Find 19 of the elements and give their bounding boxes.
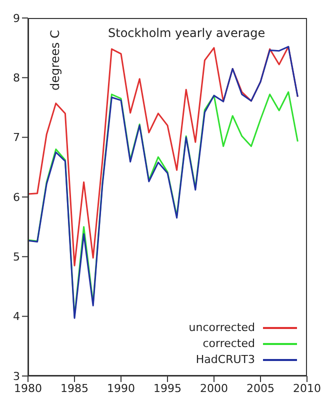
- y-tick-label: 8: [13, 72, 20, 85]
- y-tick-label: 7: [13, 131, 20, 144]
- text: Stockholm yearly average: [108, 26, 266, 40]
- x-tick-label: 1995: [154, 382, 182, 395]
- legend-label: corrected: [202, 336, 255, 352]
- x-tick-label: 1990: [107, 382, 135, 395]
- x-tick-label: 1985: [60, 382, 88, 395]
- y-axis-title: degrees C: [48, 30, 62, 90]
- y-tick-label: 4: [13, 310, 20, 324]
- legend-label: uncorrected: [188, 320, 255, 336]
- y-tick-label: 5: [13, 250, 20, 264]
- x-tick-label: 2005: [246, 382, 274, 395]
- y-tick-label: 3: [13, 370, 20, 383]
- x-tick-label: 2010: [293, 382, 321, 395]
- x-tick-label: 1980: [14, 382, 42, 395]
- x-tick-label: 2000: [200, 382, 228, 395]
- y-tick-label: 6: [13, 190, 20, 204]
- legend-label: HadCRUT3: [196, 352, 255, 368]
- y-tick-label: 9: [13, 12, 20, 25]
